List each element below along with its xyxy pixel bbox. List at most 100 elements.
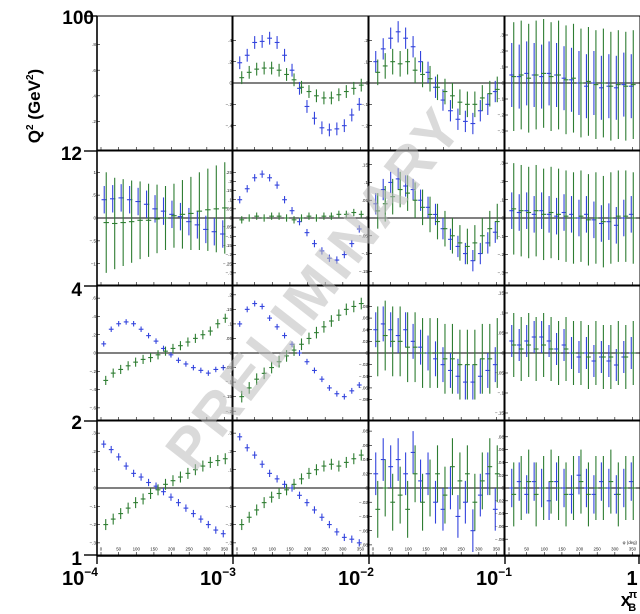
data-point: [492, 488, 498, 531]
data-point: [556, 20, 561, 130]
data-point: [101, 341, 107, 347]
data-point: [291, 344, 297, 356]
x-tick-label: 250: [186, 547, 194, 552]
x-boundary-label-1: 10−3: [200, 565, 236, 590]
data-point: [276, 355, 282, 368]
data-point: [382, 53, 388, 79]
y-tick-label: .05: [226, 206, 233, 211]
data-point: [608, 31, 614, 141]
data-point: [630, 456, 636, 520]
data-point: [179, 180, 186, 249]
y-tick-label: .04: [498, 460, 505, 465]
data-point: [222, 453, 228, 465]
data-point: [185, 467, 191, 479]
panel-r2-c2: −.08 −.06 −.04 −.02 0 .02 .04 .06 .08: [359, 285, 505, 421]
data-point: [356, 97, 362, 111]
data-point: [123, 319, 129, 325]
series-blue: [237, 31, 362, 137]
data-point: [163, 346, 168, 356]
data-point: [571, 456, 576, 520]
data-point: [450, 323, 455, 394]
data-point: [269, 61, 275, 75]
data-point: [162, 186, 169, 250]
data-point: [356, 539, 362, 547]
data-point: [388, 445, 394, 488]
y-tick-label: −.1: [361, 102, 368, 107]
data-point: [541, 19, 547, 128]
data-point: [200, 330, 206, 340]
series-blue: [101, 319, 226, 376]
data-point: [110, 368, 116, 378]
data-point: [254, 212, 260, 220]
series-blue: [373, 306, 498, 400]
data-point: [427, 65, 433, 92]
data-point: [541, 456, 547, 520]
data-point: [222, 162, 228, 254]
data-point: [336, 309, 342, 321]
data-point: [600, 325, 606, 389]
series-blue: [237, 433, 362, 547]
data-point: [382, 300, 388, 371]
y-tick-label: −.15: [223, 394, 233, 399]
data-point: [267, 174, 273, 182]
data-point: [464, 228, 470, 265]
data-point: [343, 85, 349, 98]
data-point: [351, 81, 357, 95]
data-point: [328, 91, 334, 105]
data-point: [237, 433, 243, 441]
y-tick-label: −.04: [359, 374, 369, 379]
data-point: [615, 321, 621, 385]
data-point: [448, 100, 453, 122]
y-tick-label: .5: [92, 193, 96, 198]
data-point: [299, 214, 304, 222]
y-tick-label: −.2: [497, 252, 504, 257]
data-point: [450, 83, 455, 109]
data-point: [274, 475, 280, 483]
panel-r1-c0: −1 −.5 0 .5 1: [89, 150, 233, 286]
y-tick-label: −.04: [495, 511, 505, 516]
y-tick-label: 0: [229, 216, 232, 221]
data-point: [334, 122, 340, 136]
data-point: [358, 210, 364, 218]
q2-boundary-ticks: [84, 15, 640, 564]
data-point: [533, 164, 539, 257]
data-point: [334, 390, 340, 397]
data-point: [373, 452, 379, 496]
data-point: [608, 449, 614, 514]
data-point: [349, 387, 355, 394]
data-point: [375, 59, 381, 86]
data-point: [148, 488, 153, 499]
data-point: [178, 471, 183, 483]
data-point: [487, 323, 493, 394]
data-point: [252, 300, 258, 307]
y-tick-label: .02: [362, 339, 369, 344]
y-tick-label: .2: [92, 332, 96, 337]
y-tick-label: −.2: [89, 369, 96, 374]
data-point: [518, 317, 524, 381]
data-point: [176, 498, 181, 507]
y-tick-label: .2: [92, 449, 96, 454]
series-green: [511, 163, 636, 268]
data-point: [269, 361, 275, 374]
data-point: [190, 364, 196, 371]
data-point: [237, 56, 243, 70]
data-point: [586, 462, 591, 527]
data-point: [192, 333, 198, 343]
y-tick-label: .1: [364, 59, 368, 64]
data-point: [140, 493, 146, 505]
data-point: [269, 491, 275, 503]
q2-boundary-label-0: 100: [62, 8, 94, 29]
data-point: [427, 459, 433, 517]
y-tick-label: .15: [226, 307, 233, 312]
series-green: [375, 438, 500, 538]
data-point: [205, 370, 211, 376]
data-point: [314, 89, 319, 103]
data-point: [196, 172, 203, 250]
data-point: [615, 170, 621, 262]
x-tick-label: 100: [405, 547, 413, 552]
y-axis-boundary-labels: 100 12 4 2 1: [61, 8, 94, 570]
data-point: [464, 445, 470, 503]
data-point: [207, 326, 213, 336]
data-point: [319, 376, 325, 383]
y-tick-label: −.4: [225, 123, 232, 128]
